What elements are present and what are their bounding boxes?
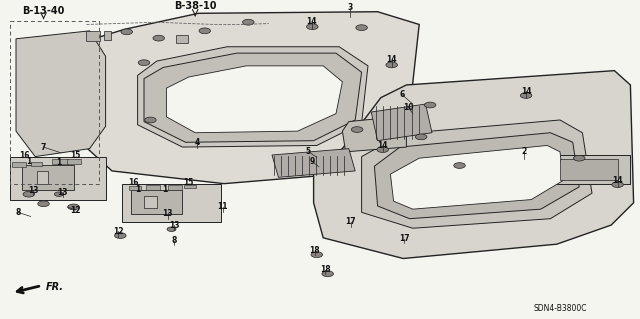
Bar — [131, 190, 182, 214]
Circle shape — [351, 127, 363, 132]
Bar — [37, 171, 48, 184]
Text: 1: 1 — [56, 158, 61, 167]
Circle shape — [115, 233, 126, 238]
Bar — [560, 159, 618, 180]
Circle shape — [307, 24, 318, 30]
Circle shape — [454, 163, 465, 168]
Text: 3: 3 — [348, 3, 353, 12]
Bar — [86, 31, 100, 41]
Text: B-13-40: B-13-40 — [22, 6, 65, 16]
Text: 15: 15 — [184, 178, 194, 187]
Text: 17: 17 — [346, 217, 356, 226]
Circle shape — [243, 19, 254, 25]
Text: 6: 6 — [399, 90, 404, 99]
Text: 1: 1 — [135, 185, 140, 194]
Circle shape — [356, 25, 367, 31]
Text: 2: 2 — [521, 147, 526, 156]
Bar — [67, 159, 81, 164]
Text: 16: 16 — [128, 178, 138, 187]
Polygon shape — [272, 149, 355, 177]
Polygon shape — [138, 47, 368, 147]
Text: 8: 8 — [172, 236, 177, 246]
Bar — [10, 21, 99, 184]
Text: 14: 14 — [387, 55, 397, 64]
Polygon shape — [16, 31, 106, 157]
Polygon shape — [342, 117, 406, 152]
Circle shape — [153, 35, 164, 41]
Text: 4: 4 — [195, 138, 200, 147]
Text: 16: 16 — [19, 151, 29, 160]
Circle shape — [311, 252, 323, 257]
Circle shape — [612, 182, 623, 188]
Text: 14: 14 — [521, 87, 531, 96]
Circle shape — [322, 271, 333, 277]
Circle shape — [377, 147, 388, 152]
Circle shape — [415, 134, 427, 140]
Circle shape — [54, 192, 63, 197]
Bar — [554, 155, 630, 184]
Bar — [168, 185, 182, 190]
Text: 9: 9 — [310, 157, 315, 166]
Text: 12: 12 — [113, 227, 124, 236]
Circle shape — [38, 201, 49, 207]
Polygon shape — [390, 145, 563, 209]
Text: SDN4-B3800C: SDN4-B3800C — [533, 304, 587, 313]
Bar — [104, 31, 111, 40]
Text: 14: 14 — [612, 176, 623, 185]
Text: 11: 11 — [218, 203, 228, 211]
Circle shape — [199, 28, 211, 34]
Text: 5: 5 — [306, 147, 311, 156]
Text: 18: 18 — [320, 265, 330, 274]
Text: 12: 12 — [70, 206, 81, 215]
Text: 15: 15 — [70, 152, 81, 160]
Circle shape — [138, 60, 150, 65]
Bar — [122, 184, 221, 222]
Text: 13: 13 — [28, 186, 38, 195]
Bar — [12, 162, 26, 167]
Bar — [31, 162, 42, 166]
Bar — [52, 159, 68, 164]
Text: 10: 10 — [403, 103, 413, 112]
Bar — [144, 197, 157, 208]
Text: 7: 7 — [41, 143, 46, 152]
Text: 1: 1 — [26, 157, 31, 166]
Text: 13: 13 — [163, 209, 173, 218]
Text: 8: 8 — [15, 208, 20, 217]
Bar — [146, 185, 160, 190]
Circle shape — [386, 62, 397, 68]
Circle shape — [573, 155, 585, 161]
Bar — [10, 157, 106, 200]
Polygon shape — [371, 104, 432, 141]
Circle shape — [68, 204, 79, 210]
Polygon shape — [362, 120, 592, 228]
Circle shape — [520, 93, 532, 98]
Circle shape — [121, 29, 132, 35]
Polygon shape — [314, 70, 634, 258]
Polygon shape — [144, 53, 362, 142]
Text: 14: 14 — [378, 141, 388, 150]
Bar — [184, 185, 196, 189]
Text: 17: 17 — [399, 234, 410, 243]
Polygon shape — [374, 133, 579, 219]
Text: 1: 1 — [163, 185, 168, 194]
Circle shape — [23, 191, 35, 197]
Polygon shape — [166, 66, 342, 133]
Polygon shape — [74, 12, 419, 184]
Text: 13: 13 — [58, 188, 68, 197]
Text: B-38-10: B-38-10 — [174, 1, 216, 11]
Text: 13: 13 — [169, 220, 179, 230]
Circle shape — [424, 102, 436, 108]
Circle shape — [167, 227, 176, 231]
Bar — [176, 35, 188, 43]
Text: FR.: FR. — [46, 282, 64, 292]
Bar — [129, 186, 141, 190]
Circle shape — [145, 117, 156, 123]
Text: 14: 14 — [307, 17, 317, 26]
Bar — [22, 165, 74, 190]
Text: 18: 18 — [310, 246, 320, 255]
